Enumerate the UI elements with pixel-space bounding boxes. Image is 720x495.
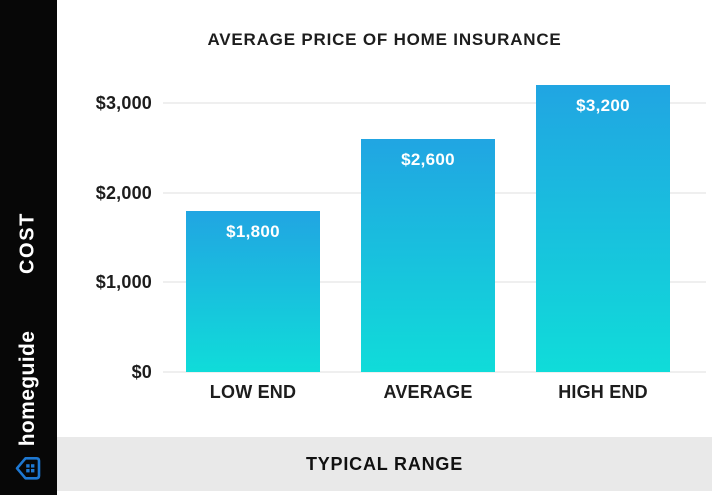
x-axis-title-bar: TYPICAL RANGE [57, 437, 712, 491]
brand-logo: homeguide [13, 331, 43, 484]
bar-value-label: $3,200 [576, 96, 630, 116]
x-category-label: HIGH END [558, 382, 648, 402]
bar-high-end: $3,200 [536, 85, 670, 372]
x-category-label: LOW END [209, 382, 297, 402]
y-tick-label: $0 [131, 362, 152, 382]
x-category-label: AVERAGE [383, 382, 473, 402]
gridline [163, 371, 706, 373]
bar-low-end: $1,800 [186, 210, 320, 372]
gridline [163, 102, 706, 104]
homeguide-house-icon [15, 457, 41, 480]
bar-value-label: $2,600 [401, 149, 455, 169]
bar-value-label: $1,800 [226, 221, 280, 241]
x-axis-title: TYPICAL RANGE [305, 453, 464, 474]
y-tick-label: $2,000 [95, 182, 152, 203]
sidebar: COST homeguide [0, 0, 57, 495]
y-tick-label: $3,000 [95, 93, 152, 113]
bar-average: $2,600 [361, 138, 495, 372]
y-tick-label: $1,000 [95, 272, 152, 293]
chart-title: AVERAGE PRICE OF HOME INSURANCE [207, 30, 562, 49]
